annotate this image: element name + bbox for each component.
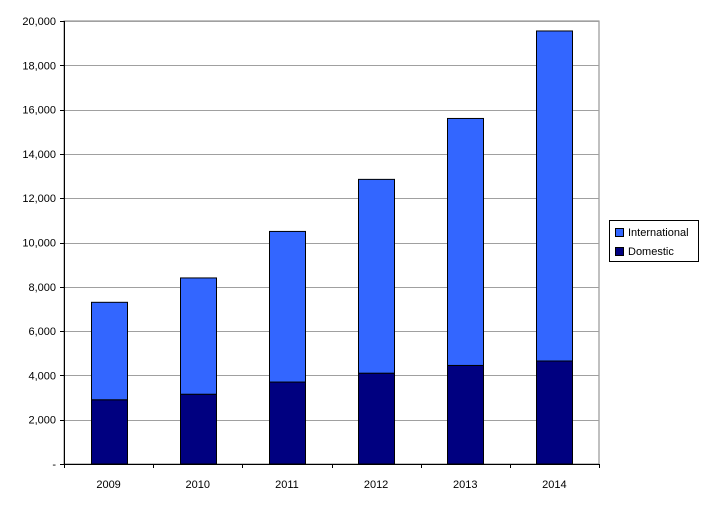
bars: [91, 30, 573, 465]
y-tick-label: 8,000: [28, 282, 56, 294]
bar-international-2010: [180, 277, 217, 395]
legend-label-international: International: [628, 227, 689, 239]
y-tick-label: 2,000: [28, 415, 56, 427]
bar-domestic-2009: [91, 399, 128, 465]
bar-domestic-2011: [269, 381, 306, 465]
y-tick-label: 12,000: [22, 193, 56, 205]
bar-international-2011: [269, 230, 306, 383]
legend-swatch-domestic: [615, 246, 624, 256]
y-tick-label: 16,000: [22, 105, 56, 117]
x-axis-tick-labels: 2009 2010 2011 2012 2013 2014: [96, 479, 566, 491]
y-tick-label: 10,000: [22, 238, 56, 250]
x-tick-label: 2014: [542, 479, 566, 491]
axes: [60, 21, 600, 468]
bar-domestic-2014: [536, 360, 573, 465]
y-tick-label: -: [52, 459, 56, 471]
x-tick-label: 2013: [453, 479, 477, 491]
bar-domestic-2010: [180, 393, 217, 465]
plot-area: [63, 20, 600, 465]
x-tick-label: 2009: [96, 479, 120, 491]
y-axis-tick-labels: - 2,000 4,000 6,000 8,000 10,000 12,000 14,000 1…: [22, 16, 56, 471]
y-tick-label: 18,000: [22, 60, 56, 72]
gridlines: [63, 20, 600, 465]
x-tick-label: 2010: [186, 479, 210, 491]
bar-domestic-2013: [447, 364, 484, 465]
bar-international-2012: [358, 178, 395, 374]
bar-international-2013: [447, 117, 484, 366]
legend-item-international: International: [615, 226, 689, 240]
y-tick-label: 6,000: [28, 326, 56, 338]
y-tick-label: 4,000: [28, 370, 56, 382]
legend-label-domestic: Domestic: [628, 246, 674, 258]
y-tick-label: 14,000: [22, 149, 56, 161]
y-tick-label: 20,000: [22, 16, 56, 28]
legend-item-domestic: Domestic: [615, 245, 674, 259]
bar-domestic-2012: [358, 372, 395, 465]
bar-international-2014: [536, 30, 573, 362]
x-tick-label: 2011: [275, 479, 299, 491]
legend-swatch-international: [615, 227, 624, 237]
x-tick-label: 2012: [364, 479, 388, 491]
legend: International Domestic: [609, 220, 699, 262]
bar-international-2009: [91, 301, 128, 401]
